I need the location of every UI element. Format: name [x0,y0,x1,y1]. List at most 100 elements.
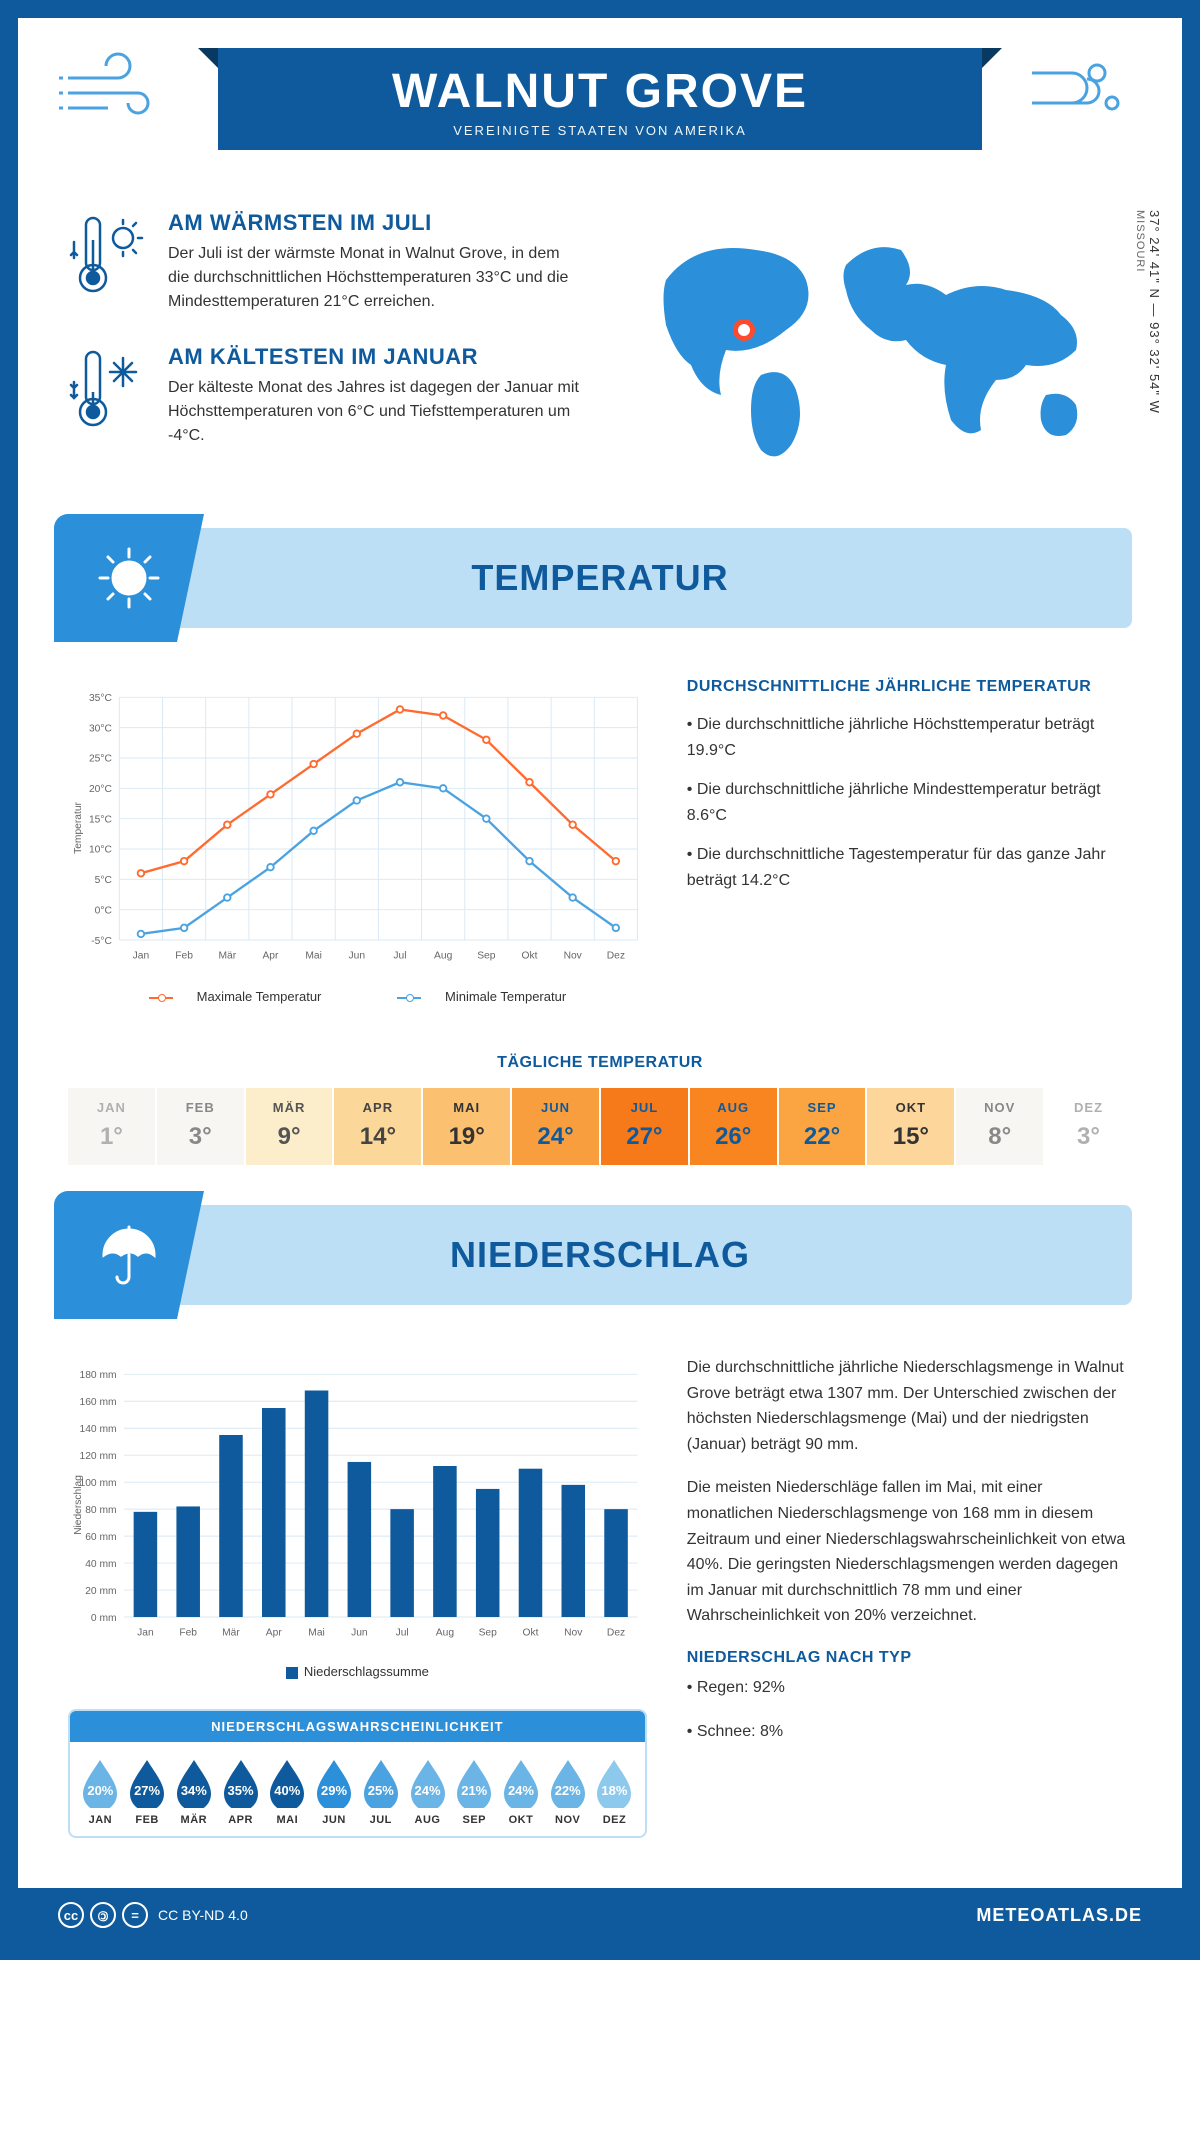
svg-text:35°C: 35°C [89,693,113,704]
svg-text:-5°C: -5°C [91,936,112,947]
svg-text:Jun: Jun [351,1628,368,1639]
svg-text:Jan: Jan [133,951,150,962]
wind-icon-right [1022,48,1142,133]
legend-min: Minimale Temperatur [445,989,566,1004]
daily-cell: MAI19° [423,1088,510,1165]
svg-text:Nov: Nov [564,951,583,962]
svg-text:Apr: Apr [262,951,279,962]
daily-cell: APR14° [334,1088,421,1165]
svg-text:Aug: Aug [436,1628,455,1639]
prob-cell: 27%FEB [125,1756,170,1826]
svg-text:Nov: Nov [564,1628,583,1639]
prob-cell: 40%MAI [265,1756,310,1826]
svg-text:160 mm: 160 mm [80,1397,117,1408]
svg-text:Jul: Jul [396,1628,409,1639]
svg-text:0 mm: 0 mm [91,1613,117,1624]
page-subtitle: VEREINIGTE STAATEN VON AMERIKA [218,123,982,138]
wind-icon-left [58,48,178,133]
prob-cell: 29%JUN [312,1756,357,1826]
temp-bullet-1: • Die durchschnittliche jährliche Höchst… [687,712,1132,763]
svg-text:Jan: Jan [137,1628,154,1639]
temp-line-chart: -5°C0°C5°C10°C15°C20°C25°C30°C35°CJanFeb… [68,678,647,1004]
daily-cell: SEP22° [779,1088,866,1165]
prob-cell: 34%MÄR [171,1756,216,1826]
svg-text:60 mm: 60 mm [85,1532,116,1543]
precip-probability-box: NIEDERSCHLAGSWAHRSCHEINLICHKEIT 20%JAN27… [68,1709,647,1838]
svg-text:100 mm: 100 mm [80,1478,117,1489]
daily-cell: NOV8° [956,1088,1043,1165]
coords-label: 37° 24' 41" N — 93° 32' 54" W [1147,210,1162,414]
header: WALNUT GROVE VEREINIGTE STAATEN VON AMER… [18,18,1182,180]
precip-type-1: • Regen: 92% [687,1675,1132,1701]
temp-info-title: DURCHSCHNITTLICHE JÄHRLICHE TEMPERATUR [687,678,1132,696]
fact-cold-title: AM KÄLTESTEN IM JANUAR [168,344,580,370]
legend-max: Maximale Temperatur [197,989,322,1004]
svg-text:Feb: Feb [175,951,193,962]
precip-p2: Die meisten Niederschläge fallen im Mai,… [687,1475,1132,1629]
svg-text:5°C: 5°C [95,875,113,886]
prob-cell: 21%SEP [452,1756,497,1826]
temp-bullet-2: • Die durchschnittliche jährliche Mindes… [687,777,1132,828]
precip-type-2: • Schnee: 8% [687,1719,1132,1745]
svg-text:Aug: Aug [434,951,453,962]
world-map [620,210,1132,470]
svg-text:10°C: 10°C [89,845,113,856]
svg-text:Sep: Sep [479,1628,498,1639]
svg-text:Okt: Okt [522,951,538,962]
svg-text:Apr: Apr [266,1628,283,1639]
page-title: WALNUT GROVE [218,64,982,119]
fact-warm-text: Der Juli ist der wärmste Monat in Walnut… [168,242,580,314]
umbrella-icon [54,1191,204,1319]
svg-text:0°C: 0°C [95,905,113,916]
svg-text:25°C: 25°C [89,754,113,765]
daily-cell: AUG26° [690,1088,777,1165]
svg-text:Mai: Mai [305,951,322,962]
daily-cell: OKT15° [867,1088,954,1165]
section-bar-precip: NIEDERSCHLAG [68,1205,1132,1305]
prob-cell: 18%DEZ [592,1756,637,1826]
svg-text:40 mm: 40 mm [85,1559,116,1570]
section-bar-temp: TEMPERATUR [68,528,1132,628]
prob-cell: 22%NOV [545,1756,590,1826]
svg-text:Mär: Mär [218,951,236,962]
fact-warmest: AM WÄRMSTEN IM JULI Der Juli ist der wär… [68,210,580,314]
title-banner: WALNUT GROVE VEREINIGTE STAATEN VON AMER… [218,48,982,150]
precip-legend: Niederschlagssumme [304,1664,429,1679]
thermometer-hot-icon [68,210,148,314]
daily-cell: FEB3° [157,1088,244,1165]
svg-text:Feb: Feb [179,1628,197,1639]
prob-cell: 35%APR [218,1756,263,1826]
daily-cell: JAN1° [68,1088,155,1165]
sun-icon [54,514,204,642]
svg-text:Dez: Dez [607,1628,625,1639]
precip-bar-chart: 0 mm20 mm40 mm60 mm80 mm100 mm120 mm140 … [68,1355,647,1679]
cc-icons: cc🄯= [58,1902,148,1928]
brand: METEOATLAS.DE [976,1905,1142,1926]
svg-text:Mär: Mär [222,1628,240,1639]
svg-text:Dez: Dez [607,951,625,962]
temp-bullet-3: • Die durchschnittliche Tagestemperatur … [687,842,1132,893]
svg-text:20°C: 20°C [89,784,113,795]
location-marker [733,319,755,341]
section-title-temp: TEMPERATUR [68,557,1132,599]
section-title-precip: NIEDERSCHLAG [68,1234,1132,1276]
svg-text:Mai: Mai [308,1628,325,1639]
svg-text:Jun: Jun [349,951,366,962]
footer: cc🄯= CC BY-ND 4.0 METEOATLAS.DE [18,1888,1182,1942]
prob-title: NIEDERSCHLAGSWAHRSCHEINLICHKEIT [70,1711,645,1742]
svg-text:20 mm: 20 mm [85,1586,116,1597]
svg-text:Niederschlag: Niederschlag [73,1475,84,1535]
fact-cold-text: Der kälteste Monat des Jahres ist dagege… [168,376,580,448]
license-text: CC BY-ND 4.0 [158,1907,248,1923]
svg-text:Jul: Jul [393,951,406,962]
svg-text:120 mm: 120 mm [80,1451,117,1462]
prob-cell: 25%JUL [358,1756,403,1826]
state-label: MISSOURI [1134,210,1146,272]
thermometer-cold-icon [68,344,148,448]
svg-text:80 mm: 80 mm [85,1505,116,1516]
fact-coldest: AM KÄLTESTEN IM JANUAR Der kälteste Mona… [68,344,580,448]
precip-type-title: NIEDERSCHLAG NACH TYP [687,1649,1132,1667]
fact-warm-title: AM WÄRMSTEN IM JULI [168,210,580,236]
svg-text:15°C: 15°C [89,814,113,825]
prob-cell: 24%AUG [405,1756,450,1826]
